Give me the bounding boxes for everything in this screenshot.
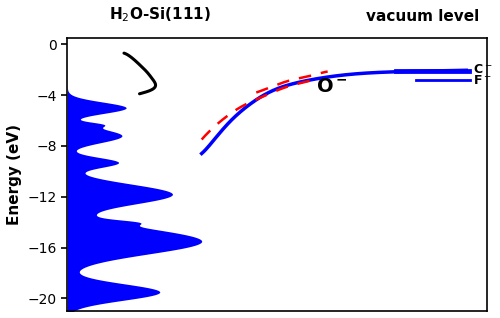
Text: $\mathbf{O^-}$: $\mathbf{O^-}$ [316, 77, 348, 96]
Text: H$_2$O-Si(111): H$_2$O-Si(111) [108, 5, 210, 24]
Text: vacuum level: vacuum level [366, 9, 479, 24]
Y-axis label: Energy (eV): Energy (eV) [7, 124, 22, 225]
Text: C$^-$: C$^-$ [472, 63, 492, 76]
Text: F$^-$: F$^-$ [472, 74, 492, 87]
